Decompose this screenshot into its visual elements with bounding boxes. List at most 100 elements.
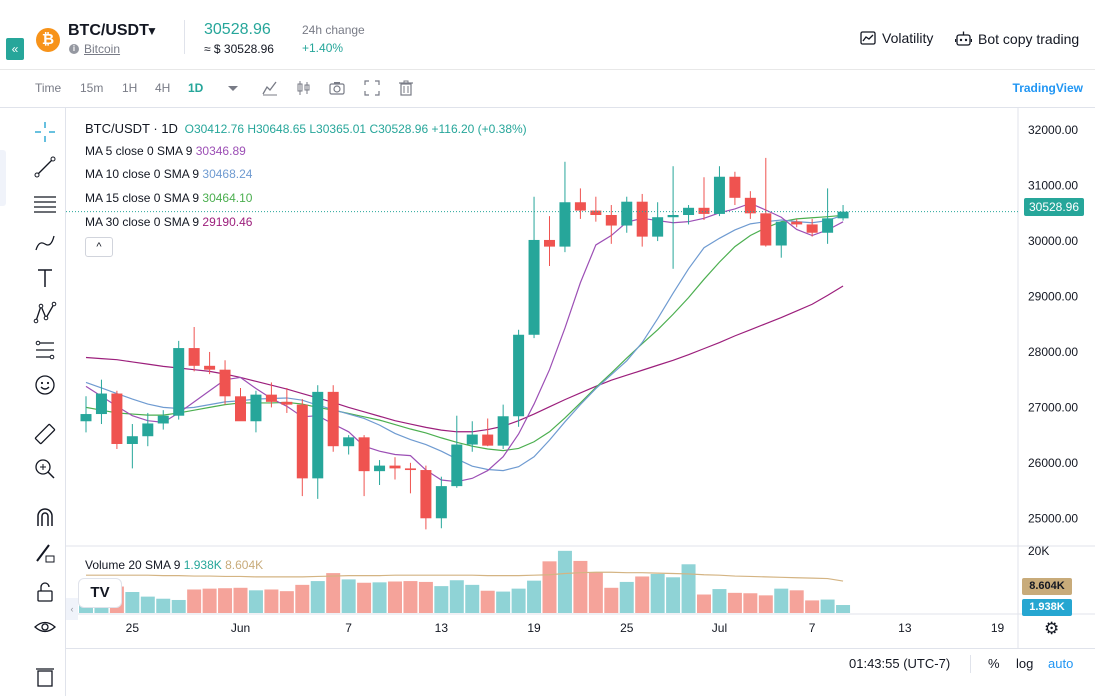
candle-body (265, 394, 277, 402)
ruler-icon[interactable] (33, 422, 57, 446)
volume-bar (697, 594, 711, 613)
candle-body (312, 391, 324, 479)
indicators-icon[interactable] (261, 79, 279, 97)
candle-body (188, 348, 200, 366)
tf-time[interactable]: Time (35, 81, 62, 95)
scroll-left-button[interactable]: ‹ (66, 598, 78, 620)
candle-body (744, 197, 756, 214)
camera-icon[interactable] (328, 79, 346, 97)
candle-type-icon[interactable] (295, 79, 313, 97)
volume-bar (310, 581, 325, 613)
time-tick-label: 25 (126, 621, 140, 635)
volume-bar (542, 561, 557, 613)
ma15-legend[interactable]: MA 15 close 0 SMA 9 30464.10 (85, 191, 252, 205)
info-icon[interactable]: i (69, 44, 79, 54)
pair-dropdown-icon[interactable]: ▼ (146, 24, 158, 38)
current-price-tag: 30528.96 (1024, 198, 1084, 216)
price-tick-label: 32000.00 (1028, 123, 1078, 137)
volume-bar (449, 580, 464, 613)
candle-body (204, 365, 216, 370)
brush-icon[interactable] (33, 230, 57, 254)
legend-collapse-button[interactable]: ^ (85, 237, 113, 257)
volume-bar (171, 599, 186, 613)
ma10-value: 30468.24 (202, 167, 253, 181)
candle-body (791, 221, 803, 225)
approx-usd-price: ≈ $ 30528.96 (204, 42, 274, 56)
tradingview-logo-icon[interactable]: TV (78, 578, 122, 608)
chart-toolbar: Time 15m 1H 4H 1D TradingView (0, 70, 1095, 108)
volume-bar (480, 590, 495, 613)
ma10-legend[interactable]: MA 10 close 0 SMA 9 30468.24 (85, 167, 252, 181)
tradingview-link[interactable]: TradingView (1012, 81, 1083, 95)
ma30-line (85, 285, 844, 433)
eye-icon[interactable] (33, 615, 57, 639)
fib-tool-icon[interactable] (33, 338, 57, 362)
horizontal-lines-icon[interactable] (33, 192, 57, 216)
left-edge-handle[interactable] (0, 150, 6, 206)
fullscreen-icon[interactable] (363, 79, 381, 97)
magnet-icon[interactable] (33, 506, 57, 530)
candle-body (528, 239, 540, 335)
text-tool-icon[interactable] (33, 266, 57, 290)
volume-bar (357, 582, 372, 613)
ma5-legend[interactable]: MA 5 close 0 SMA 9 30346.89 (85, 144, 246, 158)
candle-body (513, 334, 525, 417)
candle-body (713, 176, 725, 214)
change-value: +1.40% (302, 41, 344, 55)
coin-name-link[interactable]: Bitcoin (84, 42, 121, 56)
trend-line-icon[interactable] (33, 155, 57, 179)
ma30-legend[interactable]: MA 30 close 0 SMA 9 29190.46 (85, 215, 252, 229)
volume-bar (341, 579, 356, 613)
ma5-label: MA 5 close 0 SMA 9 (85, 144, 193, 158)
volume-bar (743, 593, 758, 613)
lock-icon[interactable] (33, 580, 57, 604)
candle-body (544, 239, 555, 247)
tf-15m[interactable]: 15m (80, 81, 104, 95)
candle-body (358, 437, 370, 472)
candle-body (574, 202, 586, 211)
volume-bar (218, 588, 233, 613)
pattern-tool-icon[interactable] (33, 301, 57, 325)
bot-copy-trading-button[interactable]: Bot copy trading (955, 30, 1079, 47)
volume-tag: 1.938K (1022, 599, 1072, 616)
volume-bar (805, 600, 820, 613)
price-chart[interactable]: 32000.00 31000.00 30000.00 29000.00 28000.00… (66, 108, 1095, 648)
volume-bar (727, 592, 742, 613)
log-scale-button[interactable]: log (1016, 656, 1034, 671)
volume-bar (187, 589, 202, 613)
candle-body (435, 486, 447, 519)
candle-body (281, 401, 293, 405)
time-tick-label: 7 (809, 621, 816, 635)
auto-scale-button[interactable]: auto (1048, 656, 1074, 671)
smiley-icon[interactable] (33, 373, 57, 397)
percent-scale-button[interactable]: % (988, 656, 1000, 671)
chart-settings-gear-icon[interactable]: ⚙ (1044, 619, 1060, 638)
tf-4h[interactable]: 4H (155, 81, 171, 95)
tf-1h[interactable]: 1H (122, 81, 138, 95)
candle-body (404, 468, 416, 471)
volume-legend[interactable]: Volume 20 SMA 9 1.938K 8.604K (85, 558, 263, 572)
price-tick-label: 27000.00 (1028, 400, 1078, 414)
candle-body (80, 414, 92, 422)
price-tick-label: 28000.00 (1028, 345, 1078, 359)
pencil-lock-icon[interactable] (33, 541, 57, 565)
collapse-sidebar-button[interactable]: « (6, 38, 24, 60)
volatility-button[interactable]: Volatility (860, 30, 933, 46)
time-tick-label: 13 (435, 621, 449, 635)
candle-body (775, 221, 787, 246)
pair-name[interactable]: BTC/USDT (68, 22, 149, 39)
timeframe-dropdown-icon[interactable] (224, 79, 242, 97)
tf-1d[interactable]: 1D (188, 81, 204, 95)
trash-icon[interactable] (397, 79, 415, 97)
volume-bar (156, 598, 171, 613)
ma5-value: 30346.89 (195, 144, 246, 158)
volume-bar (295, 584, 310, 613)
candle-body (683, 207, 695, 216)
delete-drawings-icon[interactable] (33, 664, 57, 688)
candle-body (296, 404, 308, 479)
candle-body (667, 215, 679, 218)
crosshair-icon[interactable] (33, 120, 57, 144)
candle-body (389, 465, 401, 469)
candle-body (806, 224, 818, 233)
zoom-in-icon[interactable] (33, 457, 57, 481)
